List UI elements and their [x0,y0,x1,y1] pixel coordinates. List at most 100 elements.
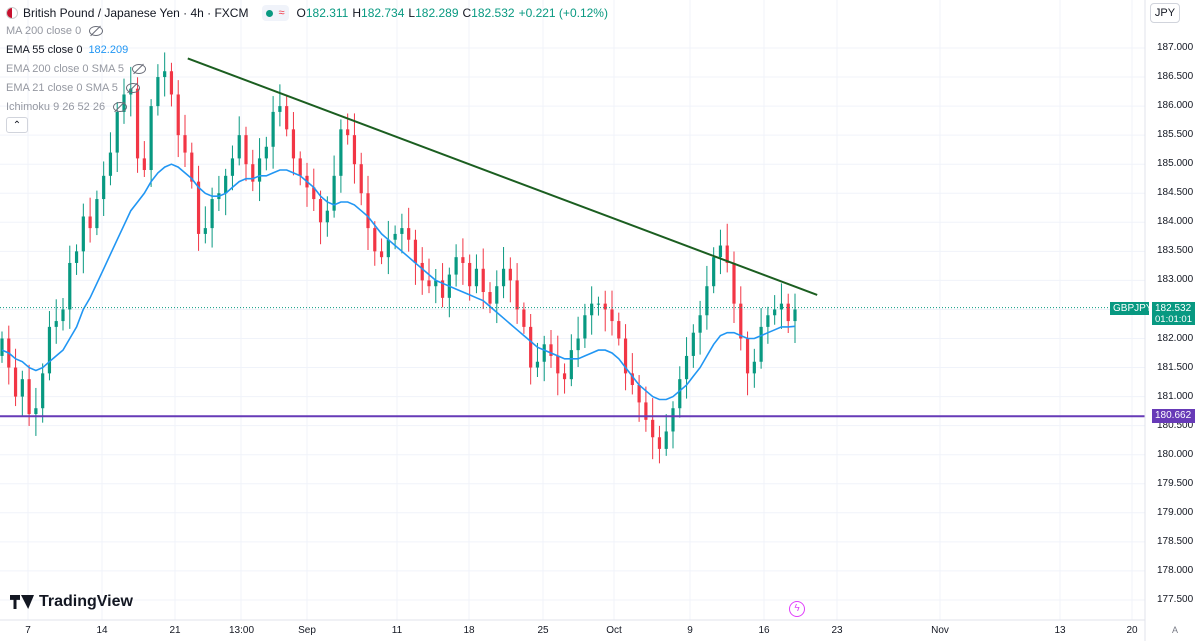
candle [671,401,675,449]
price-tick-label: 179.000 [1157,506,1194,518]
last-price-tag: 182.532 [1152,302,1195,315]
time-tick-label: 18 [463,625,475,636]
candle-body [474,268,479,287]
candle-body [203,228,207,234]
candle-body [400,228,404,234]
candle [684,337,689,399]
candle-body [684,355,689,380]
candle-body [271,111,275,147]
price-tick-label: 186.500 [1157,71,1194,83]
descending-trendline [187,57,818,296]
candle [81,203,85,274]
candle-body [678,379,682,409]
candle-body [298,158,302,176]
ohlc-value: 182.311 [305,6,349,20]
candle [501,247,506,299]
candle [549,329,553,368]
collapse-legend-button[interactable]: ⌃ [6,117,28,133]
candle-body [637,384,641,403]
candle-body [759,326,763,362]
price-tick-label: 185.500 [1157,129,1194,141]
lightning-icon[interactable]: ϟ [789,601,805,617]
candle [752,348,756,388]
candle-body [454,257,458,275]
candle-body [786,303,790,322]
candle [291,112,296,176]
candle-body [312,187,316,200]
candle-body [569,350,573,380]
candle [74,244,79,275]
candle [569,334,573,387]
candle-body [630,373,634,385]
candle [420,247,424,295]
auto-scale-button[interactable]: A [1172,625,1179,635]
indicator-row[interactable]: MA 200 close 0 [6,25,104,37]
candle [339,119,343,193]
candle-body [434,280,438,287]
candle [603,290,607,332]
candle-body [535,361,540,368]
candle-body [230,158,235,176]
indicator-row[interactable]: EMA 55 close 0 182.209 [6,44,128,56]
candle-body [68,262,72,310]
eye-hidden-icon[interactable] [132,64,147,74]
candle-body [610,309,614,322]
candle-body [142,158,146,171]
candle [698,300,702,355]
candle [352,113,357,184]
candle [102,161,106,216]
market-status[interactable]: ≈ [262,5,289,21]
time-tick-label: Oct [606,625,622,636]
candle [20,370,24,417]
time-tick-label: 20 [1126,625,1138,636]
candle-body [156,77,160,107]
candle [745,331,750,396]
candle-body [237,135,241,159]
tradingview-wordmark: TradingView [39,593,133,610]
candle-body [583,315,587,339]
indicator-label: Ichimoku 9 26 52 26 [6,101,106,113]
candle-body [95,199,99,229]
candle [434,268,438,304]
indicator-row[interactable]: EMA 200 close 0 SMA 5 [6,63,147,75]
candle-body [325,210,329,223]
candle [773,295,777,325]
time-tick-label: 21 [169,625,181,636]
time-tick-label: 9 [687,625,693,636]
candle-body [522,309,526,327]
candle-body [61,309,65,322]
eye-hidden-icon[interactable] [89,26,104,36]
eye-hidden-icon[interactable] [113,102,128,112]
indicator-row[interactable]: Ichimoku 9 26 52 26 [6,101,128,113]
candle-body [644,402,648,420]
candle-body [739,303,743,339]
eye-hidden-icon[interactable] [125,83,140,93]
candle-body [264,146,268,159]
indicator-row[interactable]: EMA 21 close 0 SMA 5 [6,82,140,94]
candle-body [196,181,201,234]
price-tick-label: 184.500 [1157,187,1194,199]
candle-body [488,292,492,304]
candle-body [54,321,58,327]
tradingview-logo[interactable]: TradingView [10,593,133,611]
price-tick-label: 177.500 [1157,593,1194,605]
candle [163,52,167,97]
candle [623,324,628,391]
candle-body [34,408,38,415]
candle [705,265,709,330]
candle-body [691,332,695,356]
candle-body [657,437,662,449]
candle-body [501,268,506,287]
symbol-title[interactable]: British Pound / Japanese Yen · 4h · FXCM [23,6,249,20]
candle [7,325,11,385]
price-tick-label: 187.000 [1157,42,1194,53]
currency-selector[interactable]: JPY [1150,3,1180,23]
candle-body [135,88,140,159]
candle [461,238,465,285]
chart-header: British Pound / Japanese Yen · 4h · FXCM… [6,5,612,21]
candle [285,94,289,137]
price-tick-label: 178.000 [1157,564,1194,576]
candle [271,96,275,169]
candle [630,353,634,395]
